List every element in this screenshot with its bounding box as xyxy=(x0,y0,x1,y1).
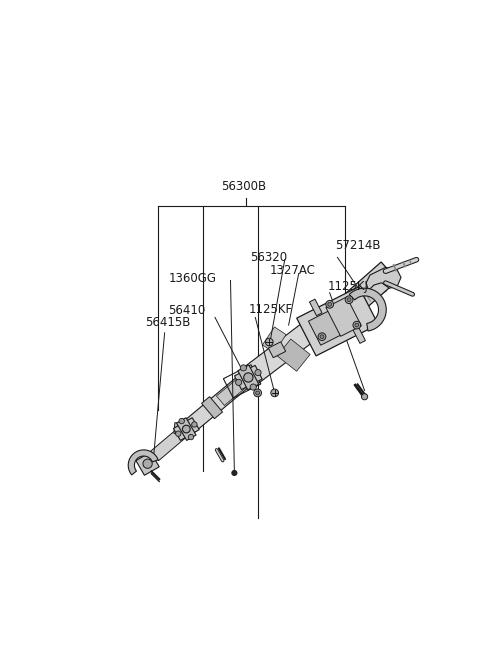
Circle shape xyxy=(182,425,190,433)
Polygon shape xyxy=(136,452,159,476)
Circle shape xyxy=(347,298,351,302)
Polygon shape xyxy=(128,450,158,475)
Circle shape xyxy=(143,459,152,468)
Circle shape xyxy=(254,389,262,397)
Polygon shape xyxy=(174,422,187,434)
Text: 56410: 56410 xyxy=(168,304,206,318)
Text: 57214B: 57214B xyxy=(335,239,381,252)
Polygon shape xyxy=(346,262,397,311)
Polygon shape xyxy=(366,268,401,291)
Circle shape xyxy=(176,431,181,436)
Text: 1125KF: 1125KF xyxy=(249,303,293,316)
Circle shape xyxy=(328,302,332,306)
Circle shape xyxy=(361,394,368,400)
Polygon shape xyxy=(202,397,223,419)
Circle shape xyxy=(179,419,184,424)
Text: 1327AC: 1327AC xyxy=(269,264,315,277)
Circle shape xyxy=(320,335,324,338)
Polygon shape xyxy=(353,327,365,343)
Circle shape xyxy=(192,422,197,427)
Circle shape xyxy=(244,373,253,382)
Polygon shape xyxy=(238,365,259,390)
Circle shape xyxy=(255,369,261,376)
Polygon shape xyxy=(216,378,246,405)
Text: 56300B: 56300B xyxy=(221,180,266,193)
Circle shape xyxy=(188,434,194,440)
Circle shape xyxy=(240,365,247,371)
Circle shape xyxy=(231,470,238,476)
Circle shape xyxy=(345,296,353,304)
Text: 1125KJ: 1125KJ xyxy=(328,279,369,293)
Polygon shape xyxy=(177,418,196,440)
Polygon shape xyxy=(181,371,253,435)
Polygon shape xyxy=(309,302,359,345)
Text: 1360GG: 1360GG xyxy=(168,272,216,285)
Circle shape xyxy=(256,391,260,395)
Text: 56320: 56320 xyxy=(250,251,287,264)
Circle shape xyxy=(250,384,256,390)
Polygon shape xyxy=(263,327,286,352)
Text: 56415B: 56415B xyxy=(145,316,191,329)
Circle shape xyxy=(355,323,359,327)
Polygon shape xyxy=(323,275,387,325)
Circle shape xyxy=(318,333,326,340)
Circle shape xyxy=(271,389,278,397)
Polygon shape xyxy=(234,365,262,390)
Polygon shape xyxy=(277,339,310,371)
Circle shape xyxy=(265,338,273,346)
Polygon shape xyxy=(151,424,191,461)
Polygon shape xyxy=(310,299,322,316)
Polygon shape xyxy=(326,297,361,337)
Circle shape xyxy=(353,321,360,329)
Polygon shape xyxy=(173,418,199,440)
Polygon shape xyxy=(268,342,286,358)
Circle shape xyxy=(326,300,334,308)
Polygon shape xyxy=(242,309,334,386)
Polygon shape xyxy=(297,287,378,356)
Circle shape xyxy=(236,379,242,386)
Polygon shape xyxy=(349,288,386,331)
